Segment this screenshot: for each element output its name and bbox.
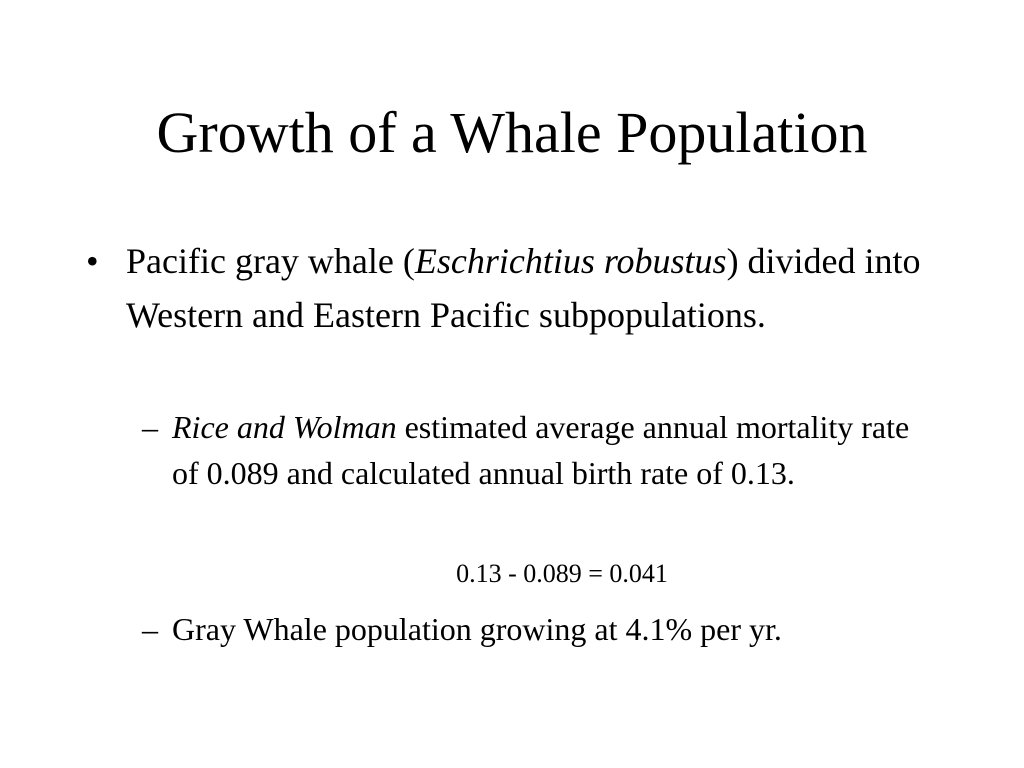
- main-bullet-text-after: ) divided into Western and Eastern Pacif…: [126, 241, 921, 335]
- authors: Rice and Wolman: [172, 409, 397, 445]
- sub-bullet-body: estimated average annual mortality rate …: [172, 409, 910, 491]
- main-bullet-text: Pacific gray whale (Eschrichtius robustu…: [126, 234, 926, 342]
- species-name: Eschrichtius robustus: [414, 241, 727, 281]
- bullet-marker: •: [86, 241, 99, 281]
- sub-bullet-text: Rice and Wolman estimated average annual…: [172, 404, 912, 496]
- sub-bullet-text: Gray Whale population growing at 4.1% pe…: [172, 611, 782, 647]
- equation: 0.13 - 0.089 = 0.041: [456, 559, 668, 588]
- dash-marker: –: [142, 409, 158, 445]
- slide-title: Growth of a Whale Population: [156, 100, 868, 165]
- main-bullet-text-before: Pacific gray whale (: [126, 241, 415, 281]
- dash-marker: –: [142, 611, 158, 647]
